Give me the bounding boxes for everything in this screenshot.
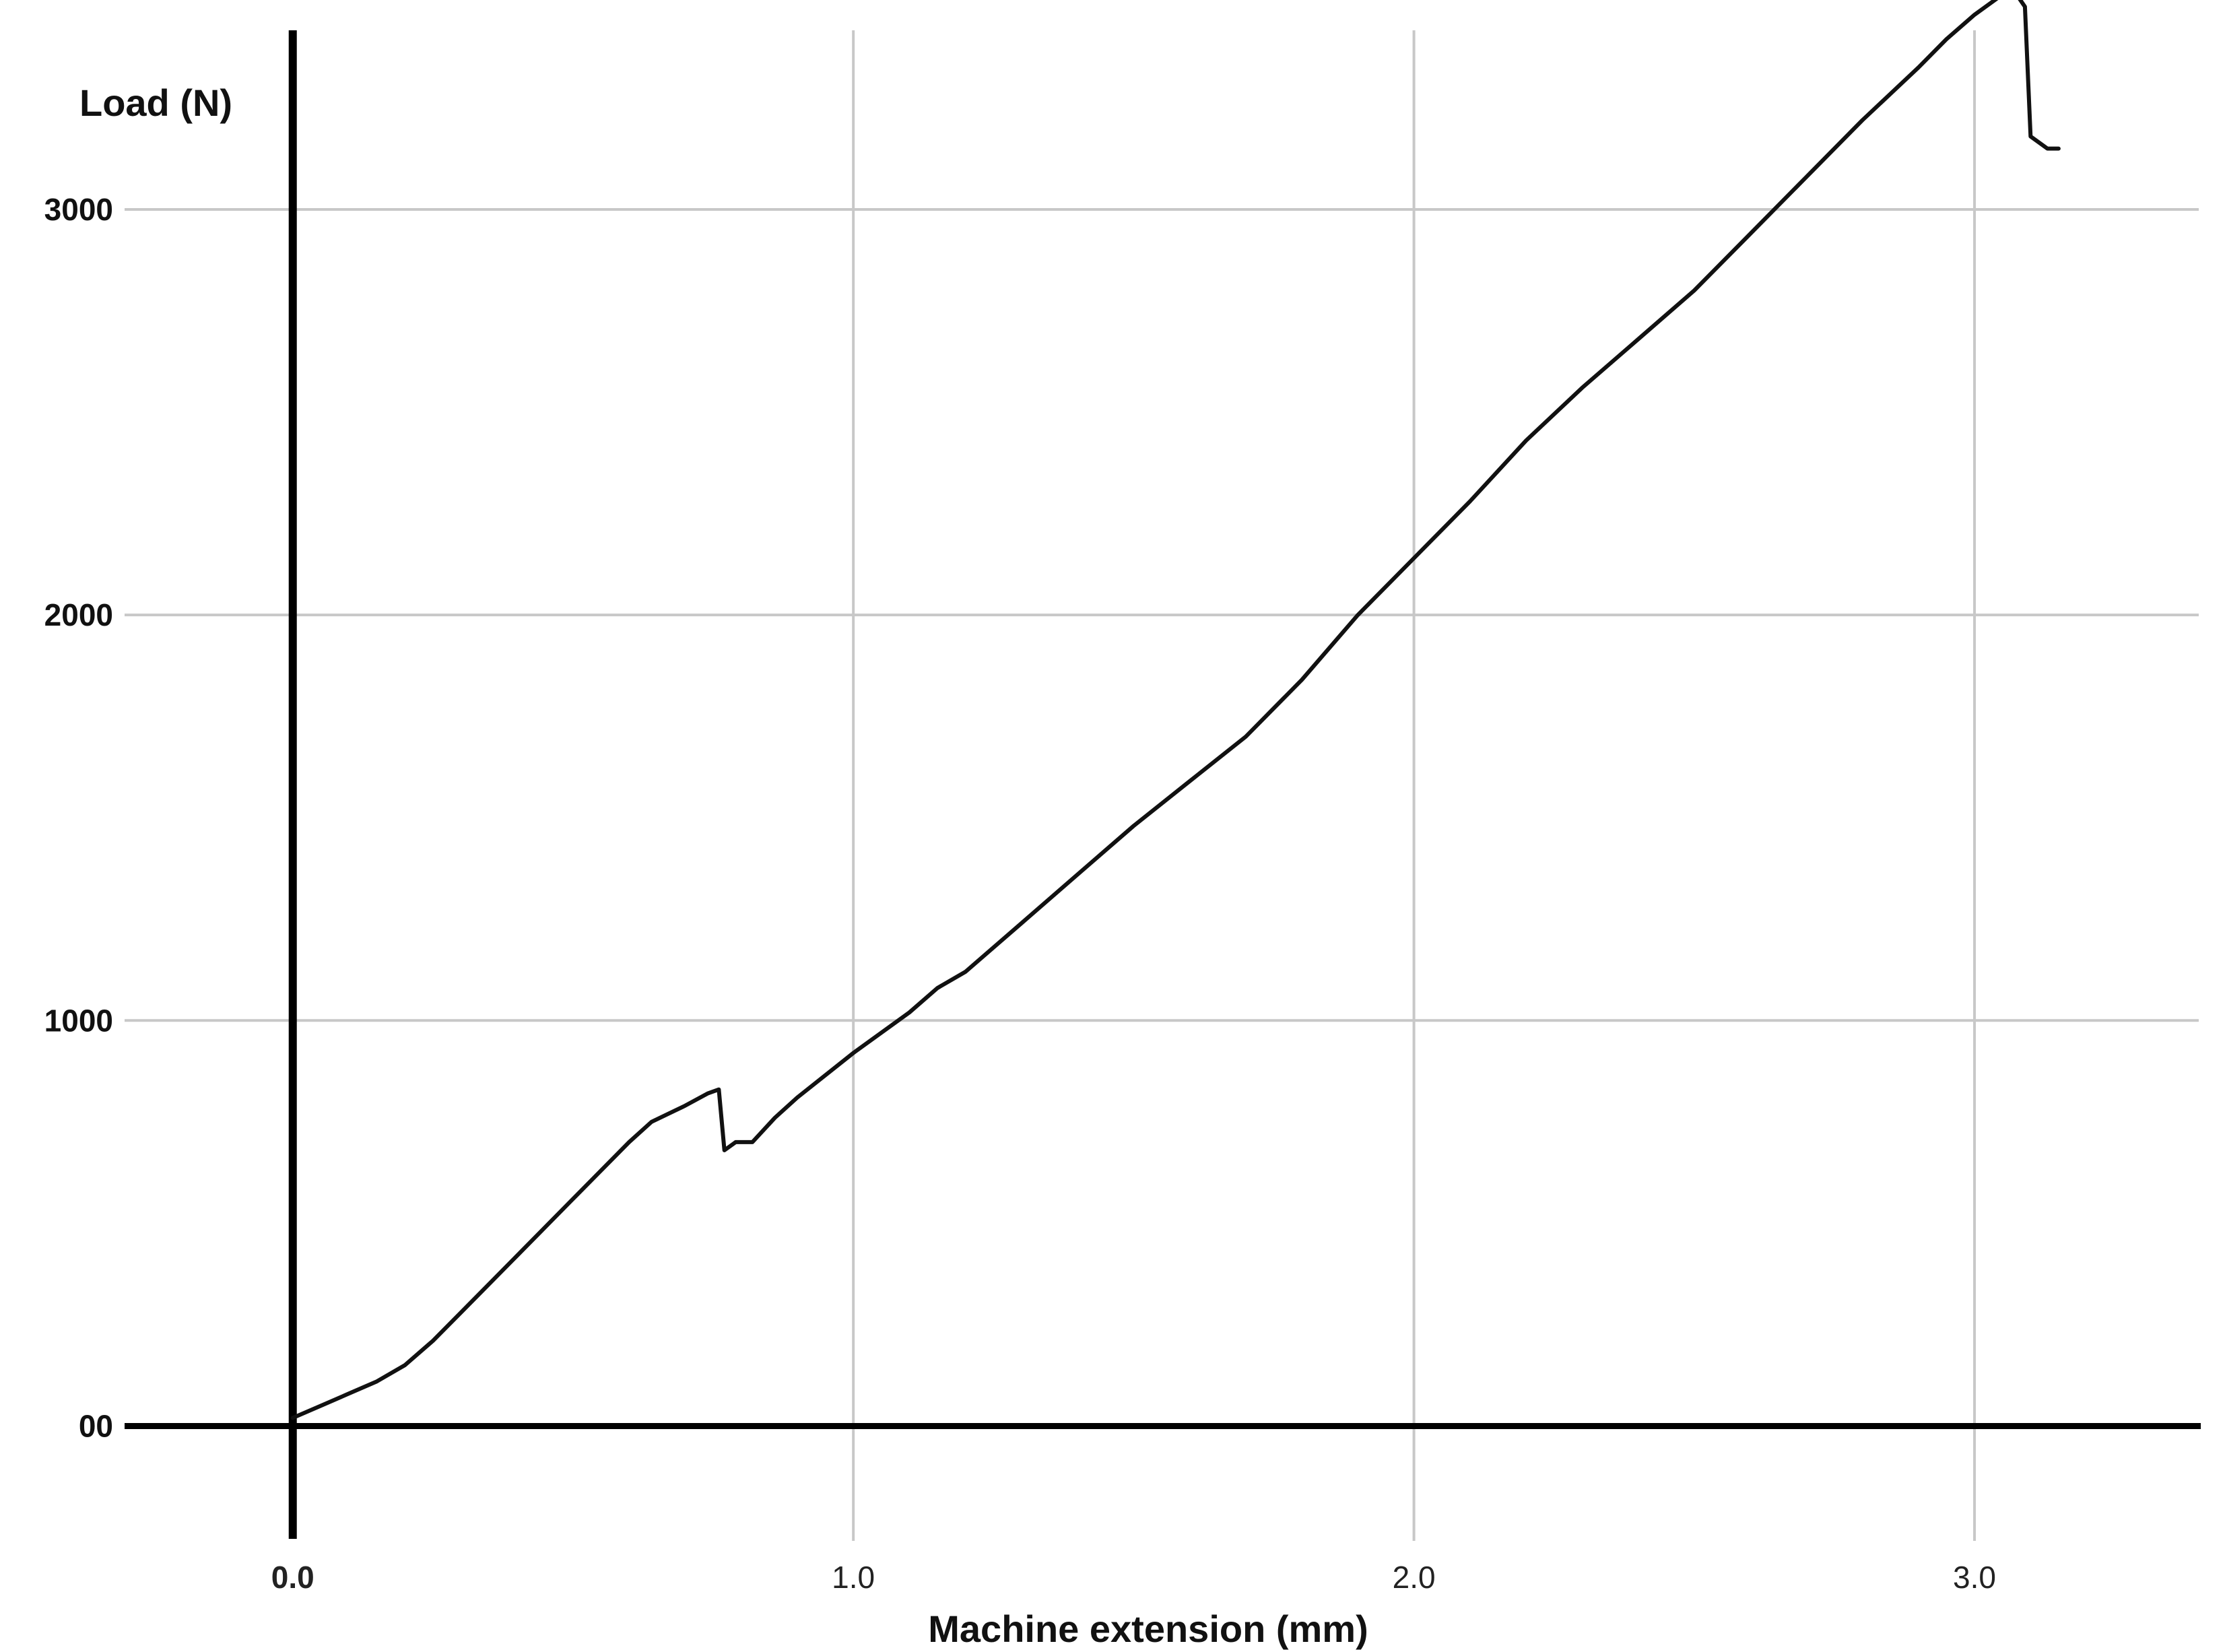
tick-labels: 00 1000 2000 3000 0.0 1.0 2.0 3.0 xyxy=(44,192,1996,1595)
series-layer xyxy=(290,0,2061,1420)
y-tick-label: 3000 xyxy=(44,192,113,227)
axes xyxy=(125,30,2201,1539)
y-tick-label: 00 xyxy=(79,1408,113,1443)
x-axis-title: Machine extension (mm) xyxy=(928,1608,1368,1650)
x-tick-label: 0.0 xyxy=(271,1560,314,1595)
y-tick-label: 2000 xyxy=(44,597,113,632)
series-line xyxy=(290,0,2061,1420)
x-tick-label: 3.0 xyxy=(1953,1560,1996,1595)
gridlines xyxy=(125,30,2199,1541)
x-tick-label: 2.0 xyxy=(1393,1560,1436,1595)
y-axis-title: Load (N) xyxy=(79,81,232,124)
x-tick-label: 1.0 xyxy=(832,1560,875,1595)
y-tick-label: 1000 xyxy=(44,1003,113,1038)
